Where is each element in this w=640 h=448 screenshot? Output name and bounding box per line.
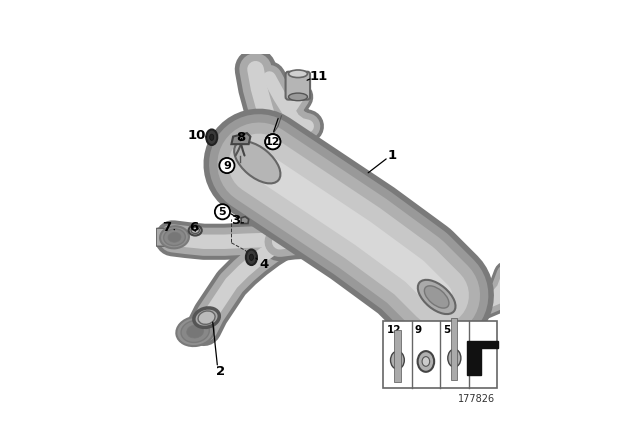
Ellipse shape [160,226,189,248]
Ellipse shape [390,351,404,369]
Ellipse shape [246,250,257,265]
Circle shape [215,204,230,220]
Text: 9: 9 [223,160,231,171]
Ellipse shape [210,134,214,140]
Ellipse shape [418,351,434,372]
FancyBboxPatch shape [451,318,458,380]
Ellipse shape [234,142,280,183]
Text: 9: 9 [415,325,422,335]
Ellipse shape [250,254,253,260]
FancyBboxPatch shape [383,321,497,388]
Circle shape [220,158,234,173]
Text: 12: 12 [265,137,280,147]
Text: 5: 5 [219,207,227,217]
Text: 11: 11 [310,70,328,83]
Text: 5: 5 [443,325,450,335]
Ellipse shape [168,233,181,242]
Ellipse shape [194,308,220,327]
Polygon shape [241,216,249,224]
Circle shape [265,134,280,149]
Text: 2: 2 [216,365,225,378]
Ellipse shape [422,357,429,366]
Ellipse shape [206,129,217,145]
Text: 8: 8 [236,131,245,144]
Polygon shape [467,341,499,375]
Circle shape [216,205,229,219]
Ellipse shape [223,161,231,170]
Ellipse shape [164,229,186,246]
Ellipse shape [181,320,209,342]
Ellipse shape [177,317,214,346]
Text: 1: 1 [387,149,396,162]
Text: 10: 10 [188,129,206,142]
Ellipse shape [448,349,461,367]
FancyBboxPatch shape [285,72,310,99]
Polygon shape [232,133,250,144]
Ellipse shape [418,280,456,314]
Text: 177826: 177826 [458,393,495,404]
Text: 4: 4 [260,258,269,271]
FancyBboxPatch shape [394,330,401,382]
Ellipse shape [289,93,307,101]
Text: 12: 12 [387,325,401,335]
Ellipse shape [189,225,202,236]
Ellipse shape [424,286,449,308]
Ellipse shape [198,311,215,324]
Ellipse shape [187,325,204,338]
Text: 6: 6 [189,221,198,234]
Circle shape [265,134,280,149]
Ellipse shape [289,70,307,78]
Circle shape [220,159,234,172]
FancyBboxPatch shape [156,228,175,246]
Ellipse shape [191,227,199,233]
Text: 7: 7 [163,221,172,234]
Text: 3: 3 [231,214,240,227]
